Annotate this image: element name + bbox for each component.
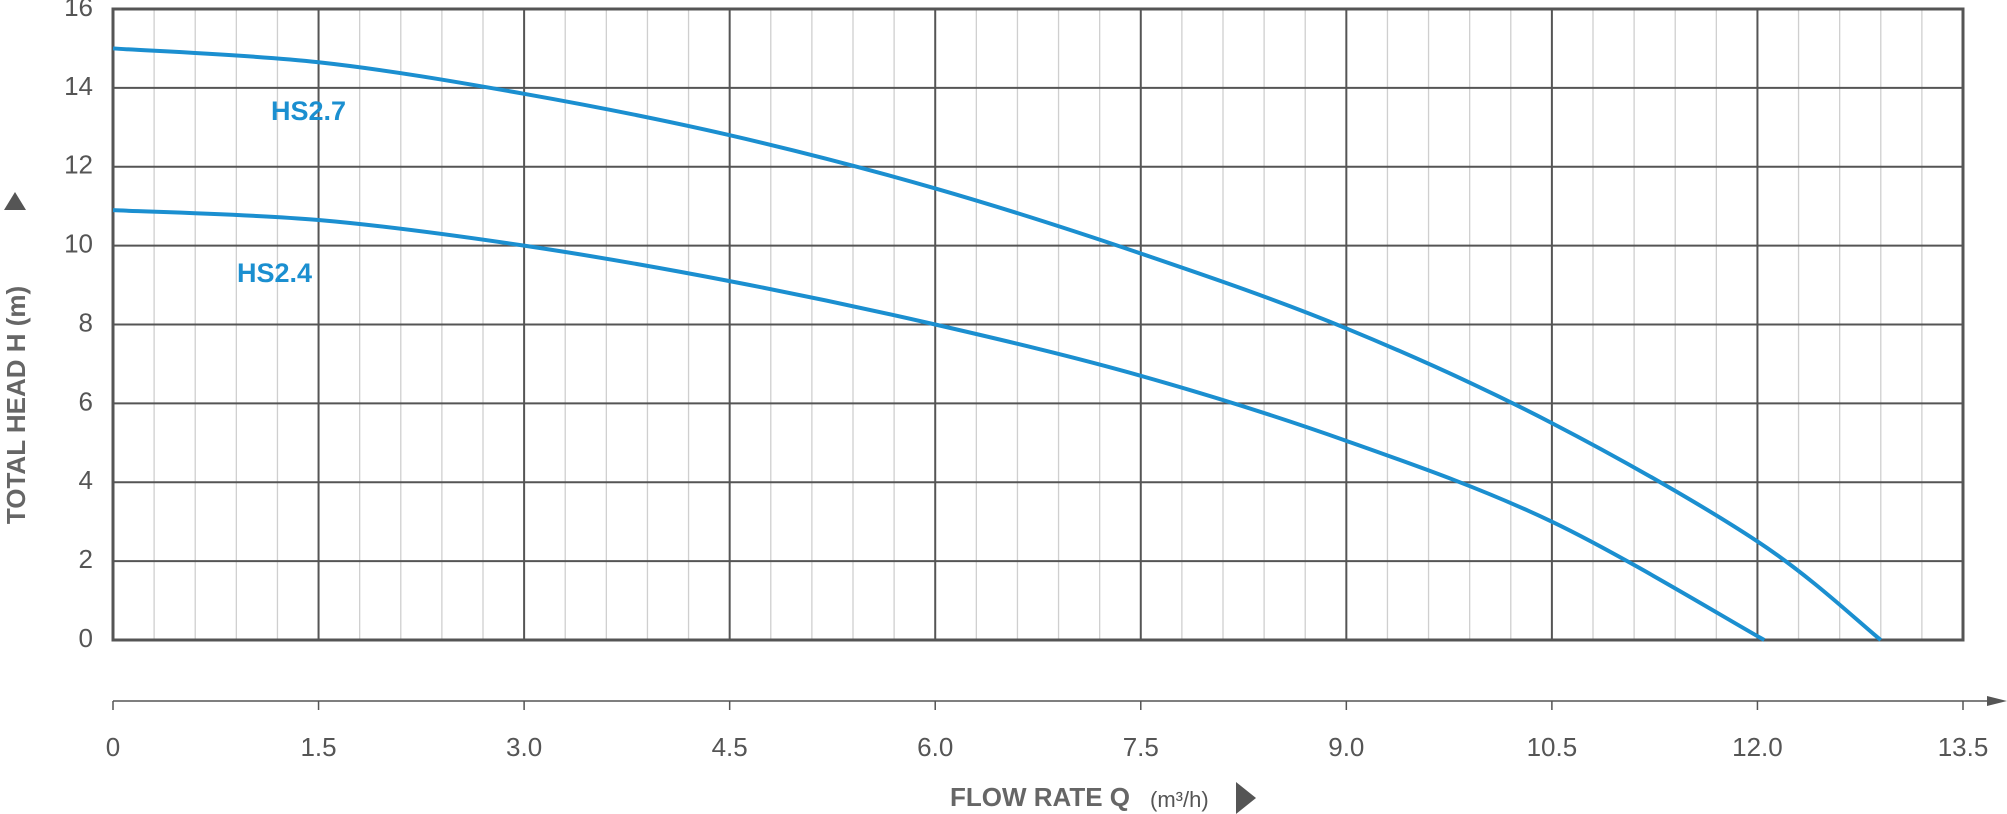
y-tick-label: 12 xyxy=(64,150,93,180)
y-tick-label: 0 xyxy=(79,623,93,653)
x-axis-title: FLOW RATE Q xyxy=(950,782,1130,812)
series-label: HS2.7 xyxy=(271,96,346,126)
x-tick-label: 0 xyxy=(106,732,120,762)
x-tick-label: 6.0 xyxy=(917,732,953,762)
y-tick-label: 14 xyxy=(64,71,93,101)
series-line xyxy=(112,208,1766,642)
y-tick-label: 8 xyxy=(79,307,93,337)
plot-frame xyxy=(111,7,1965,642)
x-tick-label: 10.5 xyxy=(1527,732,1578,762)
x-arrow xyxy=(1236,782,1256,814)
y-tick-label: 4 xyxy=(79,465,93,495)
x-tick-label: 3.0 xyxy=(506,732,542,762)
y-tick-label: 6 xyxy=(79,386,93,416)
x-axis-unit: (m³/h) xyxy=(1150,787,1209,812)
x-axis-arrowhead xyxy=(1987,696,2007,706)
y-axis-title: TOTAL HEAD H (m) xyxy=(1,286,31,524)
y-arrow xyxy=(4,192,26,210)
x-tick-label: 4.5 xyxy=(712,732,748,762)
y-tick-label: 2 xyxy=(79,544,93,574)
y-tick-label: 10 xyxy=(64,229,93,259)
series-label: HS2.4 xyxy=(237,258,312,288)
x-tick-label: 9.0 xyxy=(1328,732,1364,762)
series-line xyxy=(112,46,1883,642)
y-tick-label: 16 xyxy=(64,0,93,22)
x-tick-label: 7.5 xyxy=(1123,732,1159,762)
x-tick-label: 1.5 xyxy=(300,732,336,762)
x-tick-label: 13.5 xyxy=(1938,732,1989,762)
x-tick-label: 12.0 xyxy=(1732,732,1783,762)
